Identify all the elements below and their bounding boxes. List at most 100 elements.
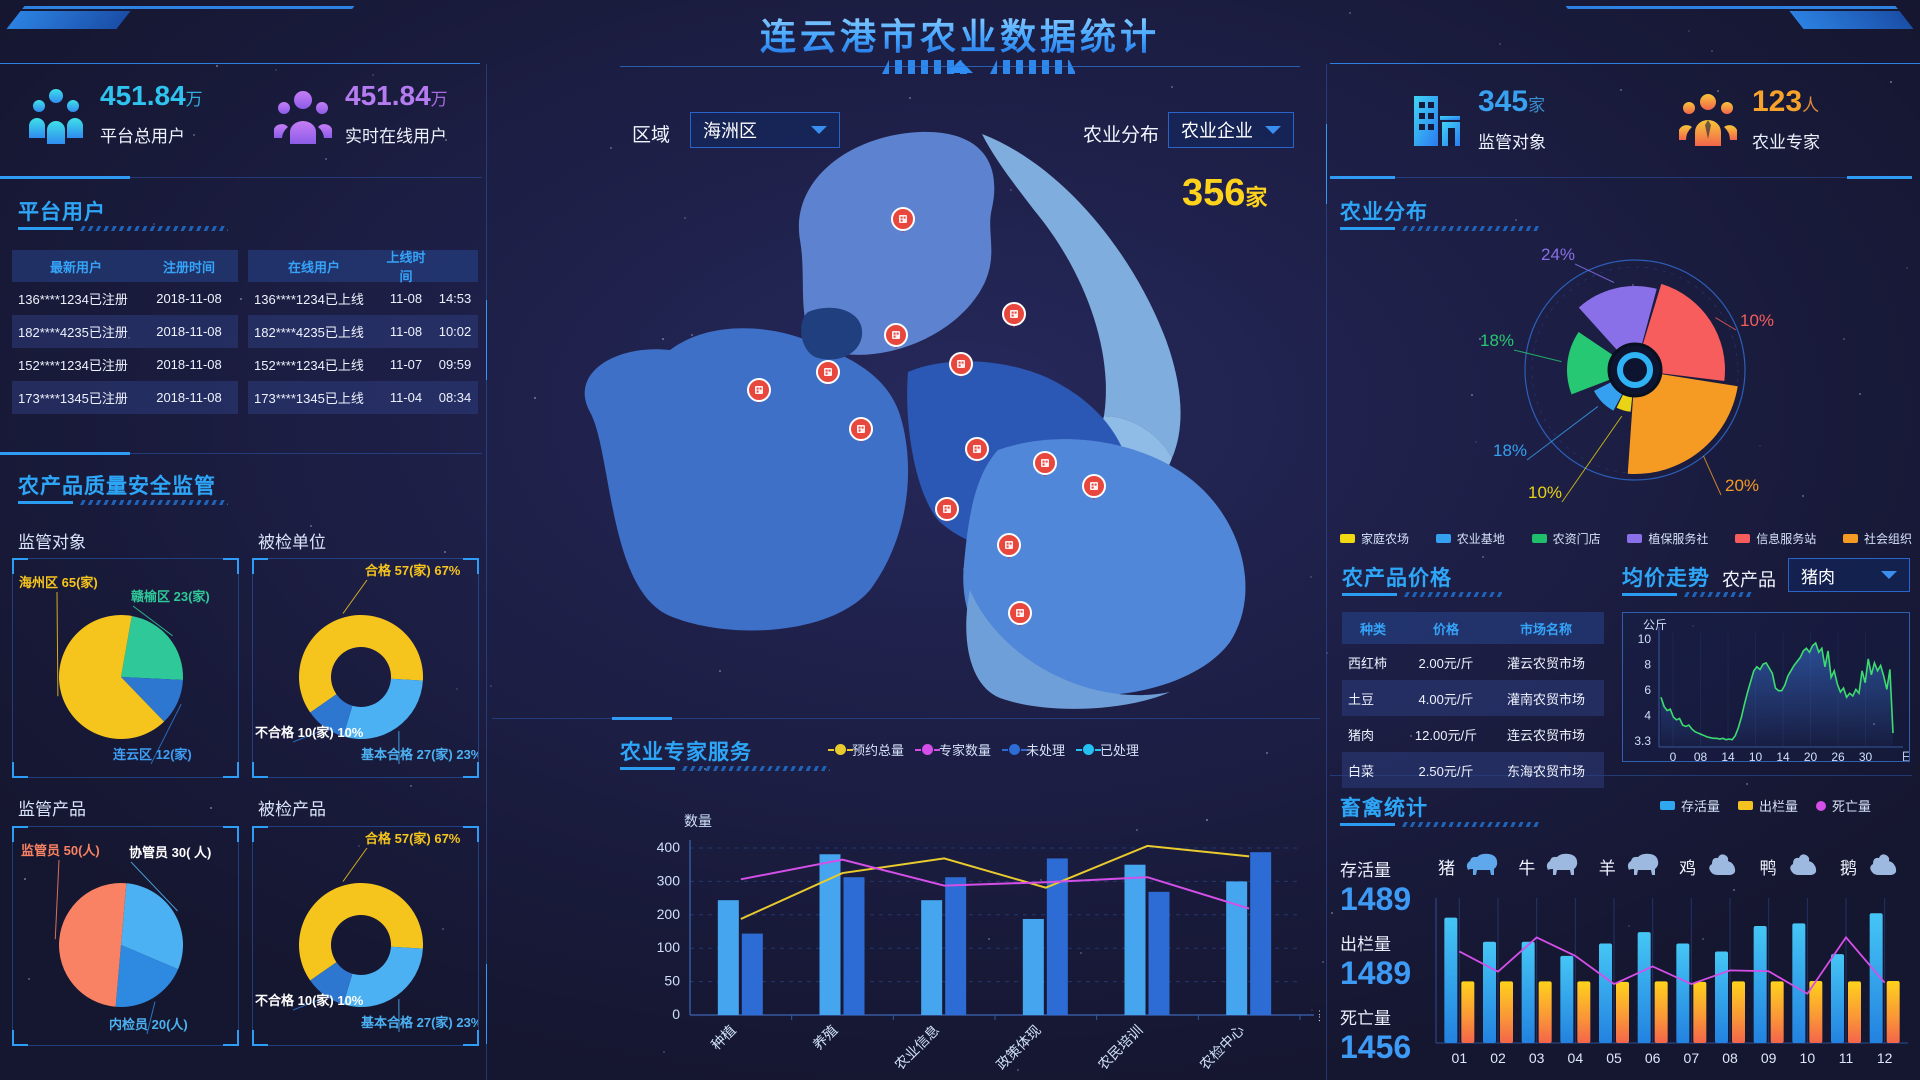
svg-text:04: 04 — [1568, 1050, 1584, 1066]
quality-title: 农产品质量安全监管 — [18, 470, 216, 500]
legend-item-农业基地[interactable]: 农业基地 — [1436, 530, 1505, 547]
marker-glyph — [892, 331, 900, 339]
legend-item-已处理[interactable]: 已处理 — [1083, 740, 1139, 759]
trend-select[interactable]: 猪肉 — [1788, 558, 1910, 592]
bar-存活量[interactable] — [1444, 918, 1457, 1043]
bar-存活量[interactable] — [1831, 954, 1844, 1043]
bar-已处理[interactable] — [1023, 919, 1044, 1015]
rose-pct-label: 20% — [1725, 476, 1759, 495]
map-district-west[interactable] — [585, 328, 908, 630]
table-header: 在线用户 上线时间 — [248, 250, 478, 282]
bar-出栏量[interactable] — [1539, 981, 1552, 1043]
pie-card-supervise-product: 协管员 30( 人) 内检员 20(人) 监管员 50(人) — [12, 826, 239, 1046]
bar-存活量[interactable] — [1599, 944, 1612, 1043]
alive-value: 1489 — [1340, 881, 1411, 917]
bar-出栏量[interactable] — [1577, 981, 1590, 1043]
bar-出栏量[interactable] — [1500, 981, 1513, 1043]
bar-未处理[interactable] — [844, 877, 865, 1015]
animal-tab-duck[interactable]: 鸭 — [1760, 852, 1820, 880]
price-table: 种类 价格 市场名称 西红柿 2.00元/斤 灌云农贸市场 土豆 4.00元/斤 灌南农贸市场猪… — [1342, 612, 1604, 788]
total-users-label: 平台总用户 — [100, 122, 203, 147]
bar-存活量[interactable] — [1638, 932, 1651, 1043]
bar-出栏量[interactable] — [1887, 981, 1900, 1043]
legend-item-社会组织[interactable]: 社会组织 — [1843, 530, 1912, 547]
pie-chart-supervise-product: 协管员 30( 人)内检员 20(人)监管员 50(人) — [13, 827, 238, 1043]
bar-存活量[interactable] — [1754, 926, 1767, 1043]
legend-item-专家数量[interactable]: 专家数量 — [922, 740, 991, 759]
legend-label: 专家数量 — [939, 740, 991, 759]
animal-tab-cow[interactable]: 牛 — [1518, 852, 1578, 880]
bar-已处理[interactable] — [1125, 865, 1146, 1015]
chicken-icon — [1703, 852, 1739, 880]
pie-label: 基本合格 27(家) 23% — [360, 1015, 478, 1030]
livestock-legend: 存活量 出栏量 死亡量 — [1660, 796, 1889, 815]
svg-text:日期: 日期 — [1901, 750, 1909, 761]
marker-glyph — [1041, 459, 1049, 467]
slaughter-value: 1489 — [1340, 955, 1411, 991]
trend-select-value: 猪肉 — [1801, 563, 1835, 588]
page-title: 连云港市农业数据统计 — [0, 8, 1920, 60]
total-users-text: 451.84万 平台总用户 — [100, 82, 203, 147]
rose-pct-label: 24% — [1541, 245, 1575, 264]
bar-出栏量[interactable] — [1771, 981, 1784, 1043]
bar-出栏量[interactable] — [1848, 981, 1861, 1043]
bar-出栏量[interactable] — [1809, 981, 1822, 1043]
legend-item-死亡量[interactable]: 死亡量 — [1816, 796, 1871, 815]
pie-slice-赣榆区[interactable] — [121, 616, 183, 680]
animal-tab-goose[interactable]: 鹅 — [1840, 852, 1900, 880]
bar-已处理[interactable] — [718, 900, 739, 1015]
bar-未处理[interactable] — [1149, 892, 1170, 1015]
svg-text:14: 14 — [1776, 750, 1790, 761]
bar-存活量[interactable] — [1715, 951, 1728, 1043]
slaughter-label: 出栏量 — [1340, 930, 1411, 955]
legend-item-信息服务站[interactable]: 信息服务站 — [1735, 530, 1816, 547]
marker-glyph — [1005, 541, 1013, 549]
bar-出栏量[interactable] — [1693, 982, 1706, 1043]
expert-service-title: 农业专家服务 — [620, 736, 752, 766]
marker-glyph — [957, 360, 965, 368]
svg-text:12: 12 — [1877, 1050, 1893, 1066]
animal-tab-goat[interactable]: 羊 — [1599, 852, 1659, 880]
bar-存活量[interactable] — [1560, 956, 1573, 1043]
bar-未处理[interactable] — [742, 934, 763, 1015]
dashboard: 连云港市农业数据统计 451.84万 — [0, 0, 1920, 1080]
pie-slice-监管员[interactable] — [59, 883, 126, 1007]
animal-tab-pig[interactable]: 猪 — [1438, 852, 1498, 880]
header: 连云港市农业数据统计 — [0, 0, 1920, 64]
bar-出栏量[interactable] — [1732, 981, 1745, 1043]
bar-已处理[interactable] — [921, 900, 942, 1015]
bar-存活量[interactable] — [1676, 944, 1689, 1043]
bar-出栏量[interactable] — [1616, 982, 1629, 1043]
supervise-count-unit: 家 — [1528, 96, 1545, 115]
animal-tab-chicken[interactable]: 鸡 — [1679, 852, 1739, 880]
bar-未处理[interactable] — [945, 877, 966, 1015]
legend-item-未处理[interactable]: 未处理 — [1009, 740, 1065, 759]
table-row: 173****1345已注册 2018-11-08 — [12, 381, 238, 414]
bar-存活量[interactable] — [1483, 942, 1496, 1043]
svg-text:4: 4 — [1644, 709, 1651, 723]
bar-出栏量[interactable] — [1655, 981, 1668, 1043]
expert-service-underline — [620, 766, 880, 771]
bar-出栏量[interactable] — [1461, 981, 1474, 1043]
users-group-icon — [25, 86, 87, 146]
price-title: 农产品价格 — [1342, 562, 1452, 592]
table-row: 182****4235已上线 11-08 10:02 — [248, 315, 478, 348]
table-row: 136****1234已注册 2018-11-08 — [12, 282, 238, 315]
bar-存活量[interactable] — [1792, 923, 1805, 1043]
legend-item-预约总量[interactable]: 预约总量 — [835, 740, 904, 759]
label-leader — [343, 848, 367, 882]
legend-item-出栏量[interactable]: 出栏量 — [1738, 796, 1798, 815]
legend-item-存活量[interactable]: 存活量 — [1660, 796, 1720, 815]
animal-label: 鹅 — [1840, 854, 1857, 879]
bar-未处理[interactable] — [1250, 852, 1271, 1015]
bar-存活量[interactable] — [1522, 942, 1535, 1043]
legend-item-农资门店[interactable]: 农资门店 — [1532, 530, 1601, 547]
map-marker[interactable] — [1003, 303, 1025, 328]
legend-item-植保服务社[interactable]: 植保服务社 — [1627, 530, 1708, 547]
legend-item-家庭农场[interactable]: 家庭农场 — [1340, 530, 1409, 547]
svg-text:养殖: 养殖 — [810, 1022, 841, 1053]
svg-text:07: 07 — [1684, 1050, 1700, 1066]
pie-label: 赣榆区 23(家) — [131, 589, 210, 604]
online-users-value: 451.84 — [345, 80, 431, 111]
experts-count-label: 农业专家 — [1752, 128, 1820, 153]
